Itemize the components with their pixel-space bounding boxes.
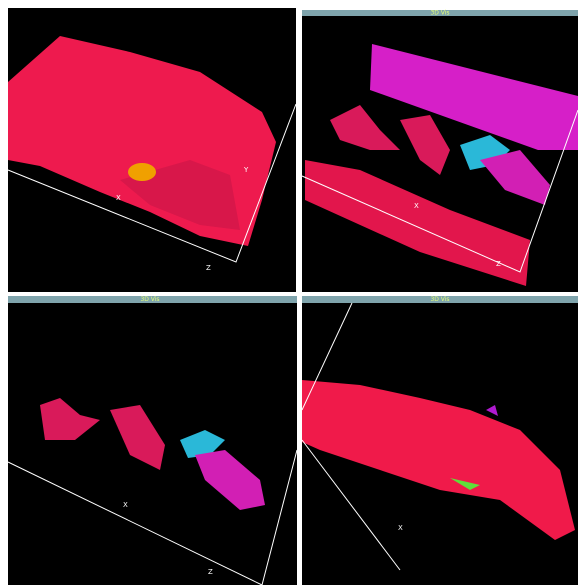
axis-box	[301, 302, 353, 411]
axis-label: Z	[208, 568, 213, 576]
window-title: 3D Vis	[430, 10, 449, 17]
viewer-panel: 3D Vis X Z	[7, 296, 298, 586]
structure	[330, 105, 400, 150]
structure	[450, 478, 480, 490]
structure	[480, 150, 550, 205]
structure	[400, 115, 450, 175]
axis-label: X	[116, 194, 121, 202]
axis-label: Z	[496, 260, 501, 268]
axis-box	[301, 439, 401, 571]
title-bar	[302, 296, 578, 303]
axis-box	[301, 109, 579, 273]
structure	[110, 405, 165, 470]
title-bar	[302, 10, 578, 16]
axis-label: Y	[243, 166, 249, 174]
viewer-panel: X Y Z	[7, 8, 297, 292]
marker-blob	[128, 163, 156, 181]
axis-label: X	[123, 501, 128, 509]
volume-slab	[370, 44, 578, 150]
axis-label: X	[398, 524, 403, 532]
axis-box	[7, 449, 298, 586]
volume-surface	[302, 380, 575, 540]
window-title: 3D Vis	[140, 296, 159, 303]
viewer-panel: 3D Vis X Z	[301, 10, 579, 292]
axis-label: Z	[206, 264, 211, 272]
structure	[40, 398, 100, 440]
axis-box	[7, 103, 297, 263]
structure	[486, 405, 498, 416]
viewer-panel: 3D Vis X	[301, 296, 578, 585]
title-bar	[8, 296, 297, 303]
structure	[180, 430, 225, 458]
structure	[195, 450, 265, 510]
axis-label: X	[414, 202, 419, 210]
window-title: 3D Vis	[430, 296, 449, 303]
volume-slab	[305, 160, 530, 286]
